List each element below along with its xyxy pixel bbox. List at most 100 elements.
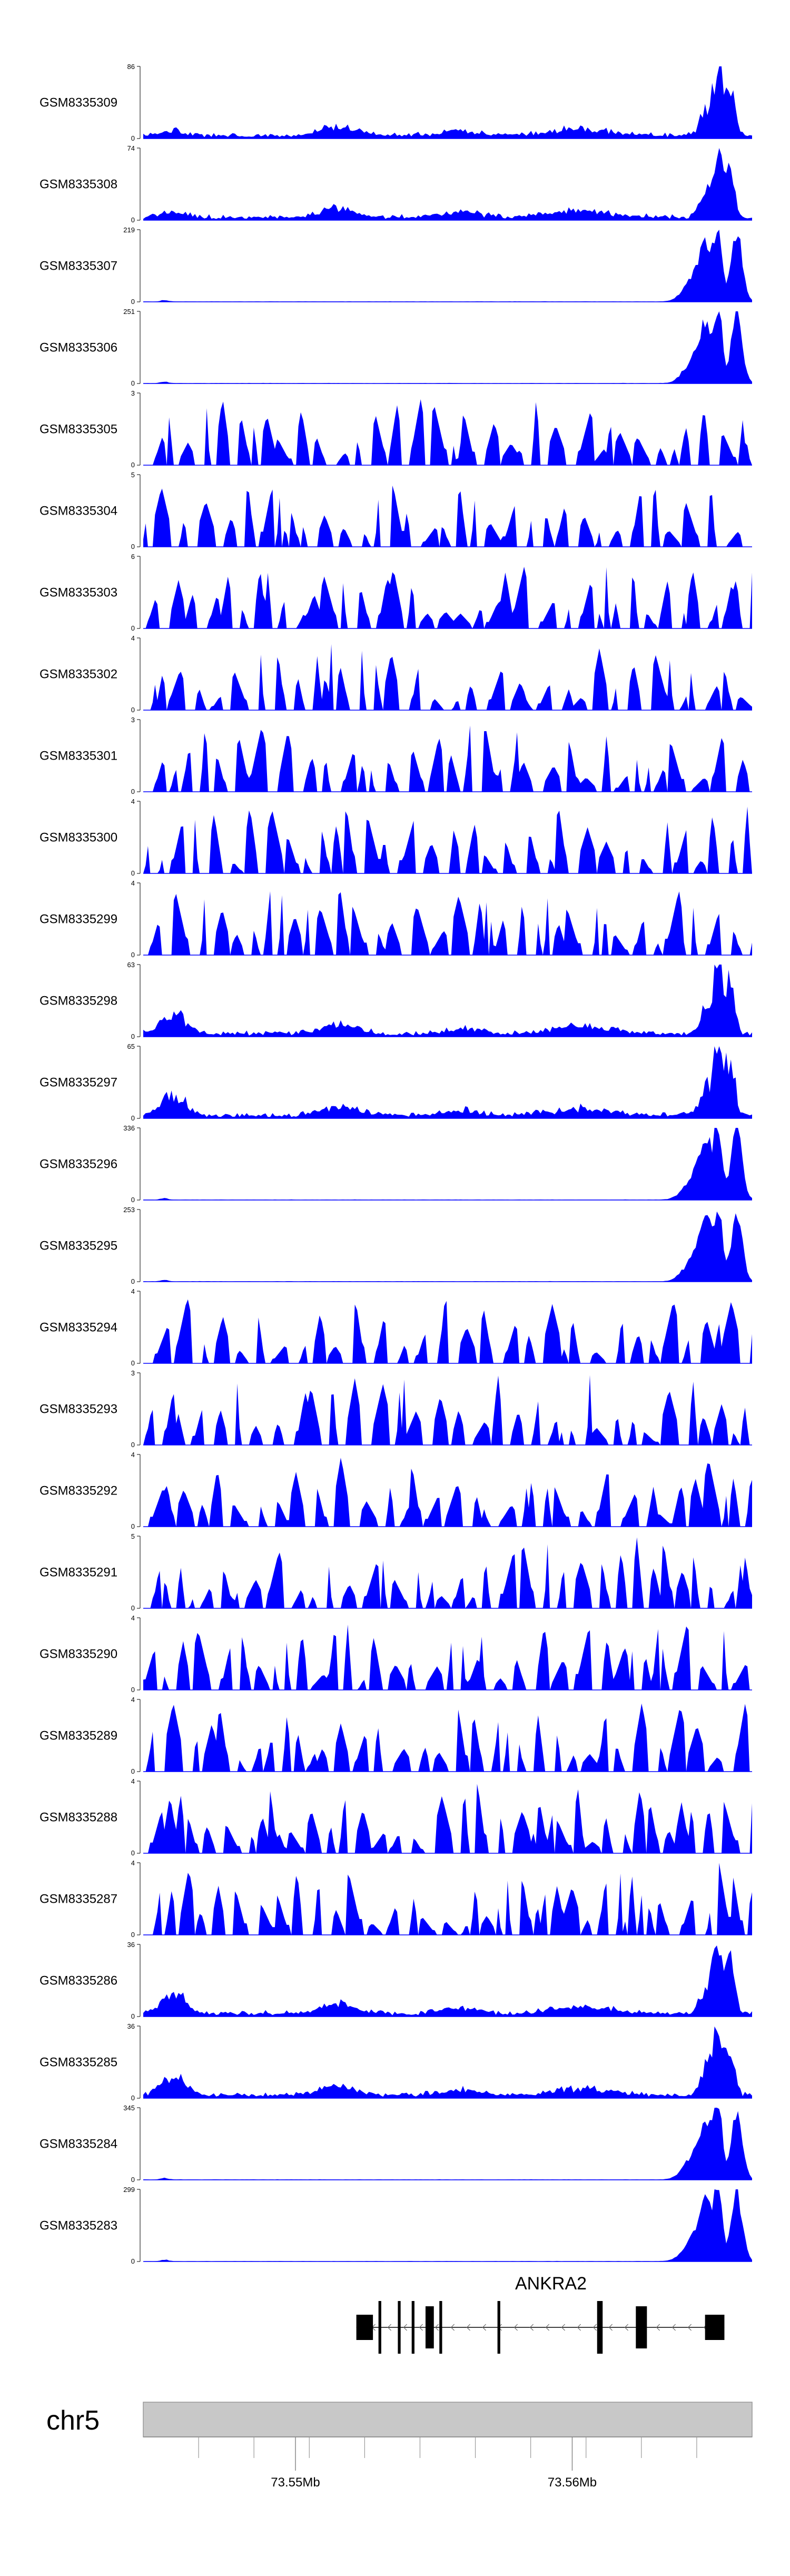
y-max-label: 86 [127,63,135,71]
track-GSM8335285: GSM8335285 36 0 [39,2022,752,2102]
strand-arrow [624,2324,629,2331]
track-label: GSM8335305 [39,422,117,437]
coverage-area [143,2026,752,2098]
coverage-area [143,1375,752,1445]
y-max-label: 5 [131,1532,135,1540]
exon [356,2315,373,2340]
track-GSM8335304: GSM8335304 5 0 [39,471,752,550]
y-max-label: 4 [131,1287,135,1295]
track-GSM8335291: GSM8335291 5 0 [39,1532,752,1612]
y-min-label: 0 [131,2094,135,2102]
strand-arrow [466,2324,471,2331]
track-label: GSM8335306 [39,341,117,355]
track-GSM8335301: GSM8335301 3 0 [39,716,752,795]
y-min-label: 0 [131,788,135,795]
exon [439,2301,442,2354]
strand-arrow [592,2324,597,2331]
strand-arrow [656,2324,660,2331]
exon [411,2301,414,2354]
coverage-area [143,1537,752,1608]
y-max-label: 63 [127,961,135,969]
track-GSM8335308: GSM8335308 74 0 [39,144,752,224]
y-min-label: 0 [131,2012,135,2020]
coverage-area [143,1945,752,2017]
strand-arrow [387,2324,392,2331]
y-max-label: 4 [131,1451,135,1459]
track-label: GSM8335292 [39,1484,117,1498]
y-max-label: 36 [127,1941,135,1949]
y-min-label: 0 [131,1931,135,1939]
gene-name-label: ANKRA2 [515,2274,587,2294]
chromosome-label: chr5 [46,2405,100,2436]
strand-arrow [434,2324,439,2331]
coverage-area [143,566,752,628]
track-GSM8335293: GSM8335293 3 0 [39,1369,752,1449]
y-min-label: 0 [131,134,135,142]
y-max-label: 5 [131,471,135,479]
strand-arrow [545,2324,550,2331]
strand-arrow [561,2324,566,2331]
y-min-label: 0 [131,1522,135,1530]
y-max-label: 65 [127,1043,135,1050]
y-min-label: 0 [131,1604,135,1612]
track-GSM8335300: GSM8335300 4 0 [39,798,752,877]
strand-arrow [687,2324,692,2331]
y-max-label: 4 [131,798,135,805]
y-min-label: 0 [131,1849,135,1857]
y-max-label: 251 [123,308,135,316]
track-GSM8335288: GSM8335288 4 0 [39,1777,752,1857]
y-max-label: 345 [123,2104,135,2112]
track-GSM8335298: GSM8335298 63 0 [39,961,752,1040]
track-label: GSM8335302 [39,667,117,682]
y-min-label: 0 [131,624,135,632]
track-label: GSM8335287 [39,1892,117,1906]
coverage-area [143,399,752,465]
coverage-area [143,965,752,1037]
track-label: GSM8335299 [39,912,117,927]
strand-arrow [403,2324,408,2331]
exon [636,2306,647,2348]
track-label: GSM8335293 [39,1402,117,1417]
y-max-label: 219 [123,226,135,234]
coverage-area [143,230,752,302]
track-GSM8335303: GSM8335303 6 0 [39,553,752,632]
y-max-label: 253 [123,1206,135,1214]
track-GSM8335295: GSM8335295 253 0 [39,1206,752,1285]
coverage-area [143,311,752,384]
coverage-area [143,1784,752,1853]
exon [378,2301,381,2354]
y-min-label: 0 [131,706,135,714]
track-label: GSM8335307 [39,259,117,273]
track-label: GSM8335296 [39,1157,117,1172]
track-label: GSM8335298 [39,994,117,1008]
track-label: GSM8335291 [39,1566,117,1580]
track-GSM8335283: GSM8335283 299 0 [39,2186,752,2265]
track-GSM8335306: GSM8335306 251 0 [39,308,752,387]
y-min-label: 0 [131,951,135,959]
y-min-label: 0 [131,1441,135,1449]
coverage-area [143,148,752,220]
track-GSM8335299: GSM8335299 4 0 [39,879,752,959]
y-min-label: 0 [131,1196,135,1204]
track-label: GSM8335304 [39,504,117,518]
track-label: GSM8335283 [39,2219,117,2233]
y-max-label: 4 [131,1696,135,1704]
y-max-label: 299 [123,2186,135,2194]
track-label: GSM8335286 [39,1974,117,1988]
y-min-label: 0 [131,1686,135,1694]
y-max-label: 36 [127,2022,135,2030]
track-label: GSM8335297 [39,1076,117,1090]
y-max-label: 6 [131,553,135,561]
y-min-label: 0 [131,379,135,387]
y-min-label: 0 [131,298,135,306]
y-max-label: 74 [127,144,135,152]
coverage-area [143,644,752,710]
track-GSM8335290: GSM8335290 4 0 [39,1614,752,1694]
track-label: GSM8335295 [39,1239,117,1253]
coverage-area [143,2108,752,2180]
track-GSM8335294: GSM8335294 4 0 [39,1287,752,1367]
track-label: GSM8335290 [39,1647,117,1661]
track-GSM8335302: GSM8335302 4 0 [39,634,752,714]
track-GSM8335284: GSM8335284 345 0 [39,2104,752,2184]
